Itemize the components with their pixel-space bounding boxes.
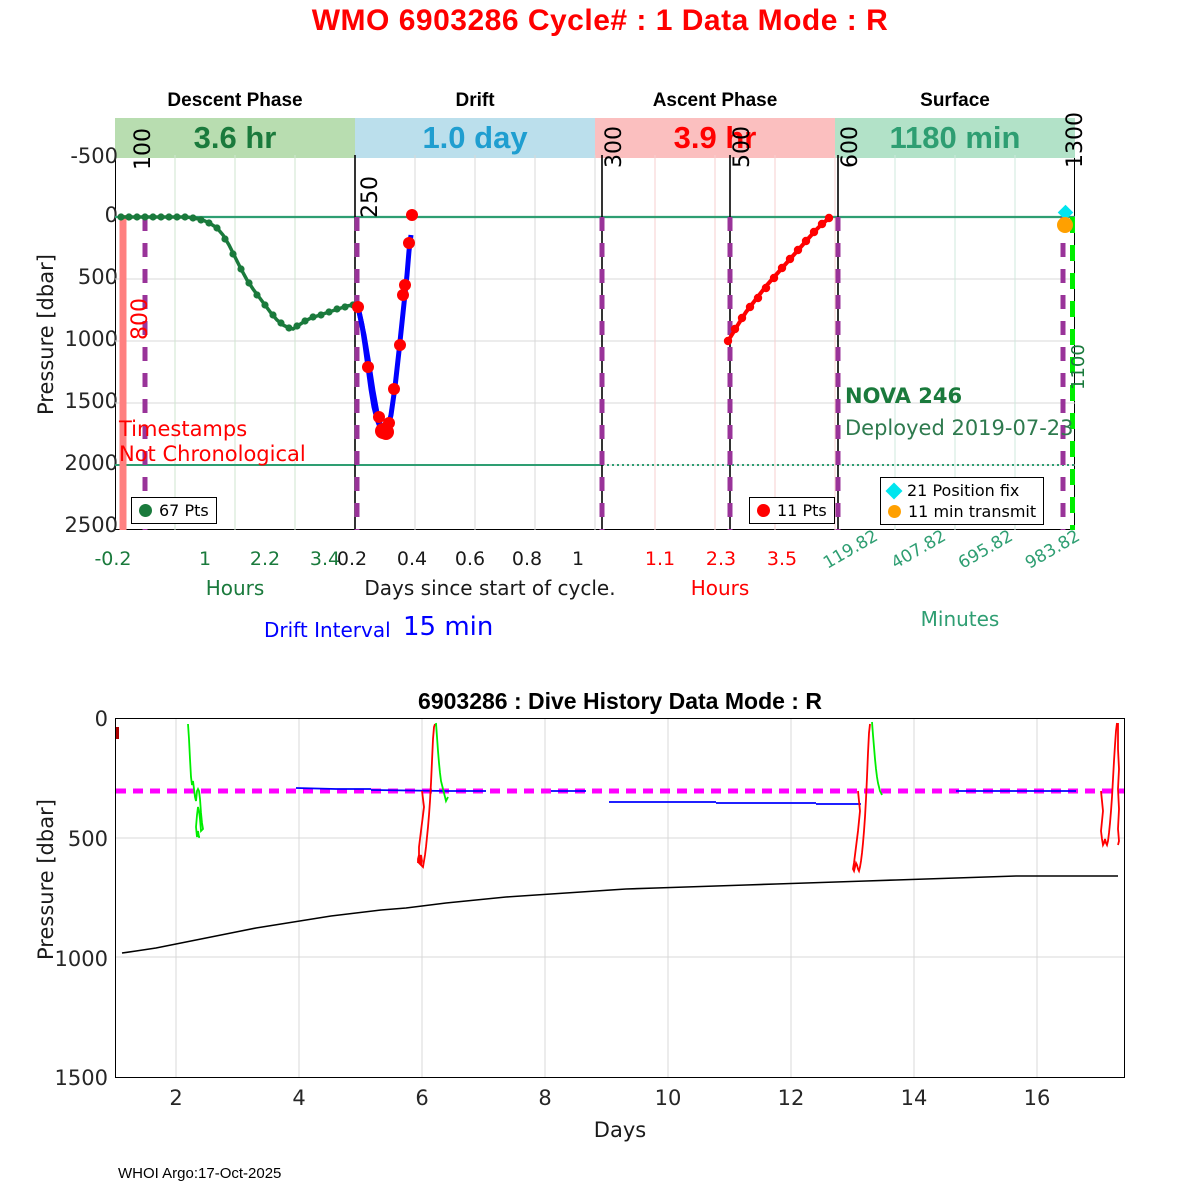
- bottom-plot-frame: [115, 718, 1125, 1078]
- xtick-hours-3: 2.2: [249, 548, 281, 570]
- xtick-hours-2: 1: [198, 548, 212, 570]
- warning-line-1: Timestamps: [119, 417, 248, 441]
- xtick-days-5: 1: [571, 548, 585, 570]
- xtick-hours-asc-1: 1.1: [644, 548, 676, 570]
- marker-label-800: 800: [128, 298, 153, 340]
- transmit-icon: [888, 505, 901, 518]
- drift-interval-value: 15 min: [403, 612, 494, 642]
- xaxis-name-hours-ascent: Hours: [690, 576, 750, 600]
- xtick-hours-1: -0.2: [94, 548, 132, 570]
- phase-label-ascent: Ascent Phase: [652, 90, 778, 111]
- phase-label-surface: Surface: [920, 90, 990, 111]
- xtick-hours-4: 3.4: [309, 548, 341, 570]
- marker-label-1300: 1300: [1063, 112, 1088, 168]
- legend-descent-points[interactable]: 67 Pts: [131, 497, 217, 524]
- drift-series: [352, 209, 418, 440]
- descent-point-icon: [139, 504, 152, 517]
- xtick-days-4: 0.8: [511, 548, 543, 570]
- bottom-xtick-6: 6: [415, 1086, 429, 1110]
- page-title: WMO 6903286 Cycle# : 1 Data Mode : R: [311, 4, 889, 37]
- top-ytick-1500: 1500: [64, 389, 118, 413]
- bottom-ytick-1000: 1000: [54, 947, 108, 971]
- xtick-days-2: 0.4: [396, 548, 428, 570]
- marker-label-500: 500: [730, 126, 755, 168]
- legend-transmit-label: 11 min transmit: [908, 502, 1037, 521]
- marker-label-300: 300: [602, 126, 627, 168]
- marker-label-250: 250: [358, 176, 383, 218]
- xtick-days-1: 0.2: [336, 548, 368, 570]
- xaxis-name-minutes: Minutes: [920, 607, 1000, 631]
- xtick-min-1: 119.82: [820, 526, 882, 574]
- surface-markers: [1057, 204, 1074, 233]
- bottom-y-axis-label: Pressure [dbar]: [34, 799, 58, 960]
- top-ytick-2500: 2500: [64, 513, 118, 537]
- legend-descent-label: 67 Pts: [159, 501, 209, 520]
- top-ytick-500: 500: [77, 265, 118, 289]
- phase-band-descent: 3.6 hr: [115, 118, 355, 158]
- warning-line-2: Not Chronological: [119, 442, 306, 466]
- deployment-date: Deployed 2019-07-23: [845, 416, 1074, 440]
- bottom-plot-title: 6903286 : Dive History Data Mode : R: [418, 688, 822, 714]
- bottom-xtick-14: 14: [900, 1086, 928, 1110]
- xtick-min-4: 983.82: [1022, 526, 1084, 574]
- legend-ascent-points[interactable]: 11 Pts: [749, 497, 835, 524]
- bottom-xtick-2: 2: [169, 1086, 183, 1110]
- bottom-ytick-1500: 1500: [54, 1066, 108, 1090]
- xtick-min-2: 407.82: [888, 526, 950, 574]
- marker-label-600: 600: [838, 126, 863, 168]
- xtick-days-3: 0.6: [454, 548, 486, 570]
- top-ytick-1000: 1000: [64, 327, 118, 351]
- top-ytick-2000: 2000: [64, 451, 118, 475]
- bottom-xtick-12: 12: [777, 1086, 805, 1110]
- marker-label-1100: 1100: [1068, 344, 1089, 390]
- xaxis-name-days: Days since start of cycle.: [364, 576, 616, 600]
- ascent-series: [723, 213, 834, 346]
- phase-band-surface: 1180 min: [835, 118, 1075, 158]
- position-fix-icon: [885, 482, 903, 499]
- xtick-hours-asc-3: 3.5: [766, 548, 798, 570]
- legend-ascent-label: 11 Pts: [777, 501, 827, 520]
- bottom-xtick-10: 10: [654, 1086, 682, 1110]
- xtick-hours-asc-2: 2.3: [705, 548, 737, 570]
- descent-series: [117, 213, 357, 332]
- phase-label-descent: Descent Phase: [167, 90, 303, 111]
- phase-band-drift: 1.0 day: [355, 118, 595, 158]
- float-name: NOVA 246: [845, 384, 963, 408]
- phase-label-drift: Drift: [455, 90, 495, 111]
- drift-interval-label: Drift Interval: [264, 618, 391, 642]
- footer-credit: WHOI Argo:17-Oct-2025: [118, 1165, 282, 1182]
- legend-surface[interactable]: 21 Position fix 11 min transmit: [880, 477, 1045, 525]
- top-ytick-n500: -500: [70, 144, 118, 168]
- xtick-min-3: 695.82: [955, 526, 1017, 574]
- bottom-xtick-4: 4: [292, 1086, 306, 1110]
- top-ytick-0: 0: [104, 203, 118, 227]
- legend-position-fix-label: 21 Position fix: [907, 481, 1020, 500]
- bottom-plot-canvas: [116, 719, 1124, 1077]
- bottom-ytick-0: 0: [94, 707, 108, 731]
- phase-band-ascent: 3.9 hr: [595, 118, 835, 158]
- bottom-xtick-8: 8: [538, 1086, 552, 1110]
- bottom-ytick-500: 500: [67, 827, 108, 851]
- bottom-xtick-16: 16: [1023, 1086, 1051, 1110]
- bottom-x-axis-label: Days: [593, 1118, 647, 1142]
- ascent-point-icon: [757, 504, 770, 517]
- xaxis-name-hours-descent: Hours: [205, 576, 265, 600]
- marker-label-100: 100: [131, 128, 156, 170]
- top-plot-canvas: [115, 155, 1075, 530]
